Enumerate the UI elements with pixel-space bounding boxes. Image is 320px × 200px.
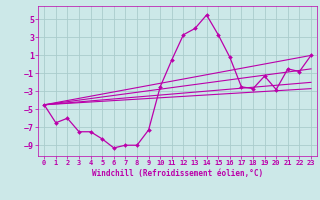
X-axis label: Windchill (Refroidissement éolien,°C): Windchill (Refroidissement éolien,°C) (92, 169, 263, 178)
